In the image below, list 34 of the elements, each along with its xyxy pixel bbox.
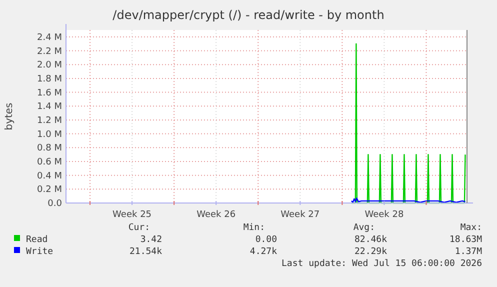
x-tick-label: Week 26 [196, 210, 236, 220]
x-tick-label: Week 28 [364, 210, 404, 220]
text: 0.00 [255, 235, 277, 245]
y-tick-label: 0.8 M [37, 144, 62, 154]
x-tick-label: Week 25 [112, 210, 152, 220]
y-tick-label: 2.4 M [37, 32, 62, 43]
text: Cur: [128, 223, 150, 233]
text: 22.29k [354, 247, 388, 257]
text: Max: [460, 223, 482, 233]
y-tick-label: 1.6 M [37, 88, 62, 98]
legend-label: Read [26, 235, 48, 245]
text: 1.37M [454, 247, 483, 257]
text: 82.46k [354, 235, 388, 245]
text: 18.63M [449, 235, 483, 245]
y-tick-label: 0.0 [48, 199, 62, 209]
y-axis-title: bytes [4, 102, 15, 130]
y-tick-label: 1.2 M [37, 116, 62, 126]
chart-title: /dev/mapper/crypt (/) - read/write - by month [112, 8, 384, 22]
y-tick-label: 0.6 M [37, 157, 62, 168]
text: Min: [243, 223, 265, 233]
y-tick-label: 1.8 M [37, 74, 62, 84]
y-tick-label: 0.2 M [37, 185, 62, 196]
text: 4.27k [250, 247, 278, 257]
text: Last update: Wed Jul 15 06:00:00 2026 [282, 259, 482, 269]
y-tick-label: 1.0 M [37, 130, 62, 140]
y-tick-label: 2.0 M [37, 60, 62, 71]
y-tick-label: 2.2 M [37, 46, 62, 57]
legend-label: Write [26, 247, 54, 257]
y-tick-label: 1.4 M [37, 102, 62, 112]
text: Avg: [353, 223, 375, 233]
text: 3.42 [140, 235, 162, 245]
x-tick-label: Week 27 [280, 210, 320, 220]
text: 21.54k [129, 247, 163, 257]
y-tick-label: 0.4 M [37, 171, 62, 182]
